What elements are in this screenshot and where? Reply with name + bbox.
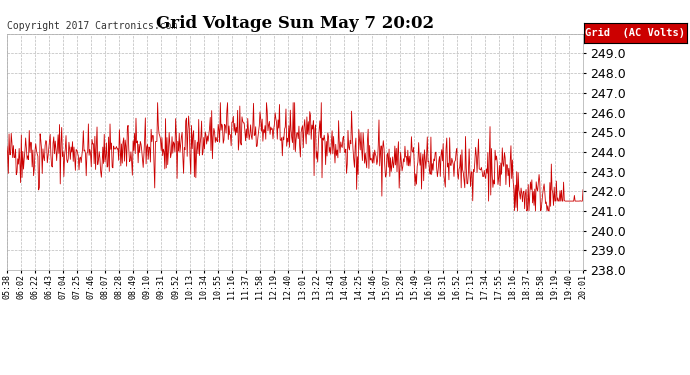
Title: Grid Voltage Sun May 7 20:02: Grid Voltage Sun May 7 20:02 bbox=[156, 15, 434, 32]
Text: Copyright 2017 Cartronics.com: Copyright 2017 Cartronics.com bbox=[7, 21, 177, 32]
Text: Grid  (AC Volts): Grid (AC Volts) bbox=[586, 28, 685, 38]
